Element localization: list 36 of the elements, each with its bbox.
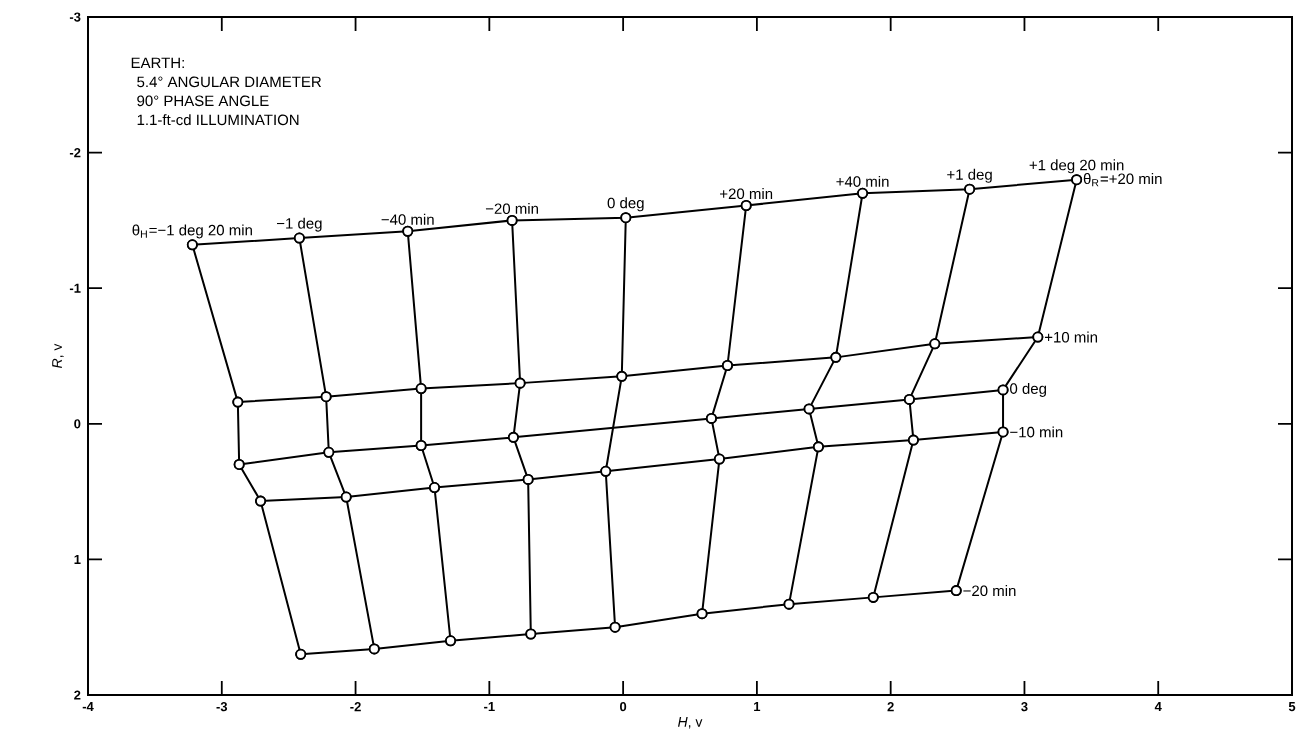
annotation: −1 deg [276, 217, 322, 232]
series-label: 0 deg [1010, 382, 1046, 397]
annotation: 0 deg [607, 197, 644, 212]
annotation: +20 min [720, 188, 773, 200]
series-label: −20 min [963, 585, 1016, 597]
annotation: −40 min [381, 213, 434, 225]
x-tick-label: 3 [1021, 702, 1028, 712]
y-tick-label: 2 [74, 690, 81, 700]
annotation: 1.1-ft-cd ILLUMINATION [137, 114, 299, 126]
series-label: +10 min [1044, 331, 1098, 343]
annotation: 5.4° ANGULAR DIAMETER [137, 76, 322, 88]
series-label: θ$_{R}$=+20 min [1083, 173, 1162, 187]
y-tick-label: -3 [69, 12, 81, 22]
y-tick-label: -1 [69, 283, 81, 293]
x-tick-label: -1 [484, 702, 495, 712]
x-tick-label: -2 [350, 702, 361, 712]
annotation: 90° PHASE ANGLE [137, 95, 269, 107]
y-axis-title: R, v [52, 343, 64, 369]
annotation: +1 deg [947, 168, 992, 183]
y-tick-label: -2 [69, 148, 81, 158]
annotation: +40 min [836, 175, 889, 187]
x-tick-label: -4 [82, 702, 94, 712]
annotation: −20 min [485, 203, 538, 215]
x-axis-title: H, v [678, 717, 703, 729]
y-tick-label: 1 [74, 554, 81, 564]
x-tick-label: 5 [1288, 702, 1296, 712]
series-label: −10 min [1010, 426, 1063, 438]
x-tick-label: 4 [1154, 702, 1162, 712]
y-tick-label: 0 [74, 419, 81, 429]
x-tick-label: 2 [887, 702, 894, 712]
x-tick-label: 0 [620, 702, 627, 712]
x-tick-label: -3 [216, 702, 228, 712]
annotation: +1 deg 20 min [1029, 159, 1124, 174]
annotation: EARTH: [131, 57, 184, 68]
x-tick-label: 1 [754, 702, 761, 712]
annotation: θ$_{H}$=−1 deg 20 min [132, 224, 252, 239]
